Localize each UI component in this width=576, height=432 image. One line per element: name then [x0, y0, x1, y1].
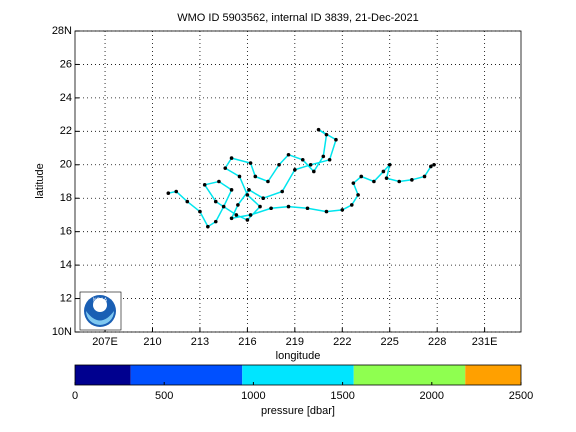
x-tick-label: 210 — [143, 336, 161, 348]
position-marker — [384, 176, 389, 180]
chart-title: WMO ID 5903562, internal ID 3839, 21-Dec… — [177, 12, 419, 24]
position-marker — [387, 162, 392, 167]
x-tick-label: 219 — [286, 336, 304, 348]
position-marker — [327, 157, 332, 162]
position-marker — [334, 137, 338, 142]
position-marker — [234, 213, 239, 217]
y-tick-label: 28N — [52, 25, 72, 37]
plot-frame — [74, 30, 522, 333]
y-tick-label: 24 — [60, 92, 72, 104]
position-marker — [247, 188, 251, 192]
colorbar-tick-label: 2500 — [509, 390, 533, 402]
position-marker — [312, 169, 316, 174]
position-marker — [280, 189, 284, 194]
position-marker — [213, 199, 218, 204]
y-tick-label: 16 — [60, 226, 72, 238]
colorbar-segment — [353, 365, 466, 385]
position-marker — [229, 156, 234, 160]
noaa-logo: NOAA — [79, 291, 122, 331]
x-axis-label: longitude — [276, 350, 321, 362]
colorbar-frame — [74, 364, 522, 386]
y-tick-label: 12 — [60, 292, 72, 304]
position-marker — [213, 219, 218, 224]
position-marker — [432, 162, 436, 167]
position-marker — [217, 179, 221, 184]
position-marker — [305, 206, 310, 211]
position-marker — [237, 174, 242, 179]
x-tick-label: 228 — [428, 336, 446, 348]
position-marker — [221, 204, 226, 209]
colorbar-tick-label: 1000 — [241, 390, 265, 402]
colorbar-tick-label: 500 — [155, 390, 173, 402]
logo-bird — [93, 298, 107, 312]
position-marker — [324, 209, 329, 214]
y-tick-label: 22 — [60, 125, 72, 137]
y-tick-label: 20 — [60, 159, 72, 171]
position-marker — [429, 164, 433, 169]
position-marker — [229, 216, 234, 221]
colorbar-tick-label: 1500 — [330, 390, 354, 402]
position-marker — [236, 203, 240, 207]
position-marker — [261, 196, 266, 201]
position-marker — [245, 193, 250, 197]
position-marker — [269, 206, 273, 211]
position-marker — [166, 191, 171, 196]
position-marker — [359, 174, 364, 179]
position-marker — [198, 209, 202, 214]
position-marker — [356, 193, 360, 197]
colorbar-tick-label: 2000 — [420, 390, 444, 402]
position-marker — [372, 179, 376, 184]
y-tick-label: 10N — [52, 326, 72, 338]
position-marker — [340, 208, 345, 212]
position-marker — [202, 183, 207, 187]
position-marker — [410, 178, 414, 182]
position-marker — [223, 166, 228, 170]
position-marker — [381, 169, 386, 174]
logo-text: NOAA — [93, 297, 108, 303]
position-marker — [397, 179, 402, 184]
colorbar-tick-label: 0 — [72, 390, 78, 402]
y-tick-label: 18 — [60, 192, 72, 204]
x-tick-label: 225 — [381, 336, 399, 348]
colorbar-segment — [465, 365, 521, 385]
position-marker — [316, 127, 321, 132]
position-marker — [185, 199, 190, 204]
position-marker — [293, 167, 297, 172]
position-marker — [229, 188, 234, 192]
x-tick-label: 222 — [333, 336, 351, 348]
x-tick-label: 213 — [191, 336, 209, 348]
position-marker — [206, 224, 210, 229]
y-tick-label: 26 — [60, 58, 72, 70]
y-axis-label: latitude — [34, 163, 46, 198]
colorbar-segment — [75, 365, 131, 385]
position-marker — [422, 174, 427, 179]
colorbar-label: pressure [dbar] — [261, 405, 335, 417]
position-marker — [349, 203, 354, 207]
position-marker — [308, 162, 313, 167]
position-marker — [321, 154, 326, 159]
position-marker — [286, 152, 291, 157]
x-tick-label: 231E — [472, 336, 498, 348]
position-marker — [258, 204, 262, 209]
position-marker — [266, 179, 270, 184]
position-marker — [174, 189, 179, 194]
position-marker — [351, 181, 356, 185]
logo-wave — [86, 311, 114, 325]
position-marker — [286, 204, 291, 209]
x-tick-label: 216 — [238, 336, 256, 348]
position-marker — [300, 157, 305, 162]
position-marker — [324, 132, 329, 137]
colorbar-segment — [130, 365, 243, 385]
x-tick-label: 207E — [92, 336, 118, 348]
position-marker — [253, 174, 258, 179]
colorbar-segment — [242, 365, 354, 385]
y-tick-label: 14 — [60, 259, 72, 271]
position-marker — [248, 213, 253, 217]
position-marker — [277, 162, 281, 167]
position-marker — [245, 218, 250, 222]
position-marker — [248, 161, 253, 165]
